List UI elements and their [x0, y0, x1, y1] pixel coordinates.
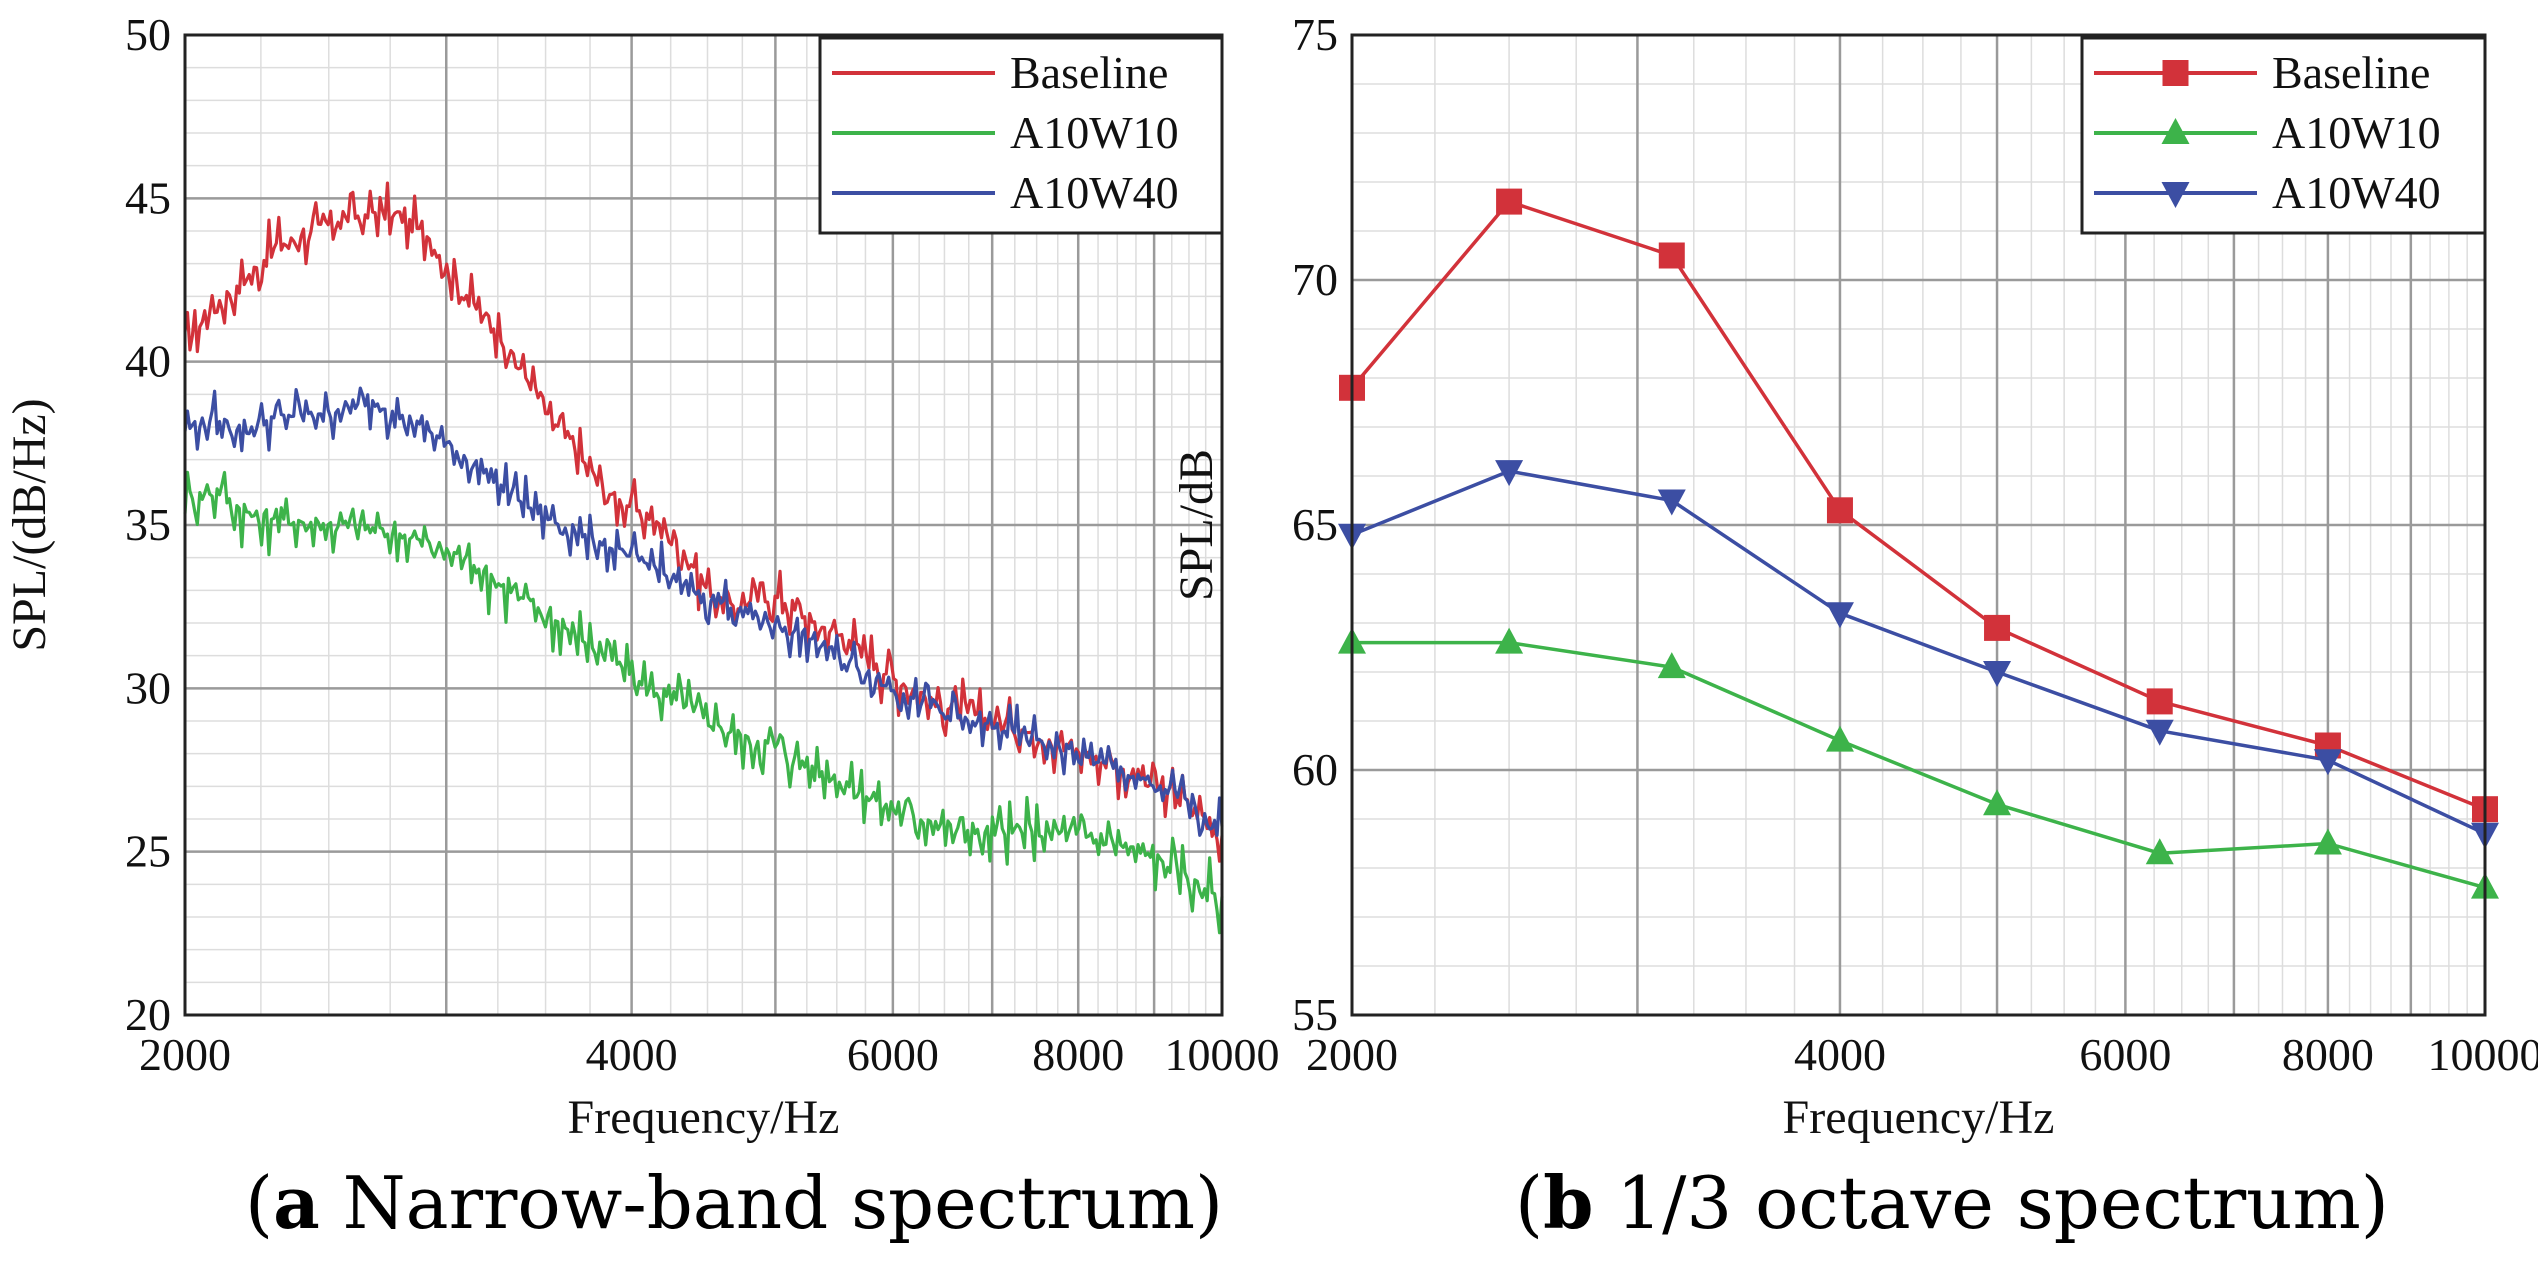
series-line: [183, 470, 1224, 935]
data-point: [1984, 614, 2011, 641]
data-point: [2145, 838, 2174, 865]
y-tick-label: 55: [1292, 989, 1338, 1040]
legend-box: [2080, 36, 2487, 235]
data-point: [1495, 460, 1524, 487]
x-axis-label: Frequency/Hz: [568, 1091, 840, 1144]
legend-label: A10W10: [1010, 107, 1179, 158]
data-point: [1496, 188, 1523, 215]
data-point: [1657, 652, 1686, 679]
y-tick-label: 75: [1292, 9, 1338, 60]
series-baseline: [183, 181, 1224, 863]
y-tick-label: 40: [125, 336, 171, 387]
y-tick-label: 60: [1292, 744, 1338, 795]
data-point: [1495, 627, 1524, 654]
legend-label: A10W40: [1010, 167, 1179, 218]
x-tick-label: 6000: [847, 1029, 939, 1080]
series-line: [1350, 199, 2486, 811]
series-a10w10: [183, 470, 1224, 935]
y-tick-label: 35: [125, 499, 171, 550]
data-point: [1658, 242, 1685, 269]
series-a10w40: [1338, 460, 2499, 849]
legend-label: A10W40: [2272, 167, 2441, 218]
legend-marker: [2161, 182, 2190, 208]
series-line: [183, 386, 1224, 838]
x-tick-label: 4000: [586, 1029, 678, 1080]
data-point: [2313, 828, 2342, 855]
legend-label: Baseline: [2272, 47, 2430, 98]
y-tick-label: 70: [1292, 254, 1338, 305]
x-tick-label: 6000: [2079, 1029, 2171, 1080]
x-tick-label: 8000: [1032, 1029, 1124, 1080]
series-line: [1352, 640, 2486, 890]
y-tick-label: 65: [1292, 499, 1338, 550]
series-a10w40: [183, 386, 1224, 838]
caption-b: (b 1/3 octave spectrum): [1515, 1160, 2389, 1245]
chart-third-octave: 55 60 65 70 75 2000 4000 6000 8000 10000 Frequency…: [1170, 9, 2538, 1144]
caption-a: (a Narrow-band spectrum): [245, 1160, 1224, 1245]
y-tick-label: 20: [125, 989, 171, 1040]
series-baseline: [1339, 188, 2498, 823]
series-line: [1351, 469, 2486, 836]
data-point: [1983, 661, 2012, 687]
x-tick-label: 8000: [2282, 1029, 2374, 1080]
data-point: [1825, 602, 1854, 629]
data-point: [2313, 749, 2342, 776]
x-tick-label: 2000: [139, 1029, 231, 1080]
y-tick-label: 45: [125, 172, 171, 223]
data-point: [1983, 789, 2012, 816]
plot-frame: [183, 33, 1224, 1017]
x-tick-label: 2000: [1306, 1029, 1398, 1080]
data-point: [2146, 688, 2173, 715]
legend-label: A10W10: [2272, 107, 2441, 158]
chart-narrow-band: 20 25 30 35 40 45 50 2000 4000 6000 8000 10000 Frequ…: [3, 9, 1280, 1144]
y-tick-label: 30: [125, 662, 171, 713]
y-axis-label: SPL/dB: [1170, 449, 1223, 601]
legend: Baseline A10W10 A10W40: [2080, 36, 2487, 235]
legend-label: Baseline: [1010, 47, 1168, 98]
data-point: [2145, 719, 2174, 746]
data-point: [1657, 489, 1686, 516]
x-tick-label: 4000: [1794, 1029, 1886, 1080]
x-axis-label: Frequency/Hz: [1783, 1091, 2055, 1144]
x-tick-label: 10000: [1165, 1029, 1280, 1080]
plot-frame: [1350, 33, 2487, 1017]
legend-box: [818, 36, 1224, 235]
data-point: [1826, 497, 1853, 524]
grid: [183, 33, 1224, 1017]
y-tick-label: 50: [125, 9, 171, 60]
y-axis-label: SPL/(dB/Hz): [3, 398, 56, 651]
legend-marker: [2162, 60, 2189, 86]
x-tick-label: 10000: [2428, 1029, 2538, 1080]
y-tick-label: 25: [125, 826, 171, 877]
series-line: [183, 181, 1224, 863]
legend: Baseline A10W10 A10W40: [818, 36, 1224, 235]
data-point: [1825, 725, 1854, 752]
legend-marker: [2161, 118, 2190, 144]
